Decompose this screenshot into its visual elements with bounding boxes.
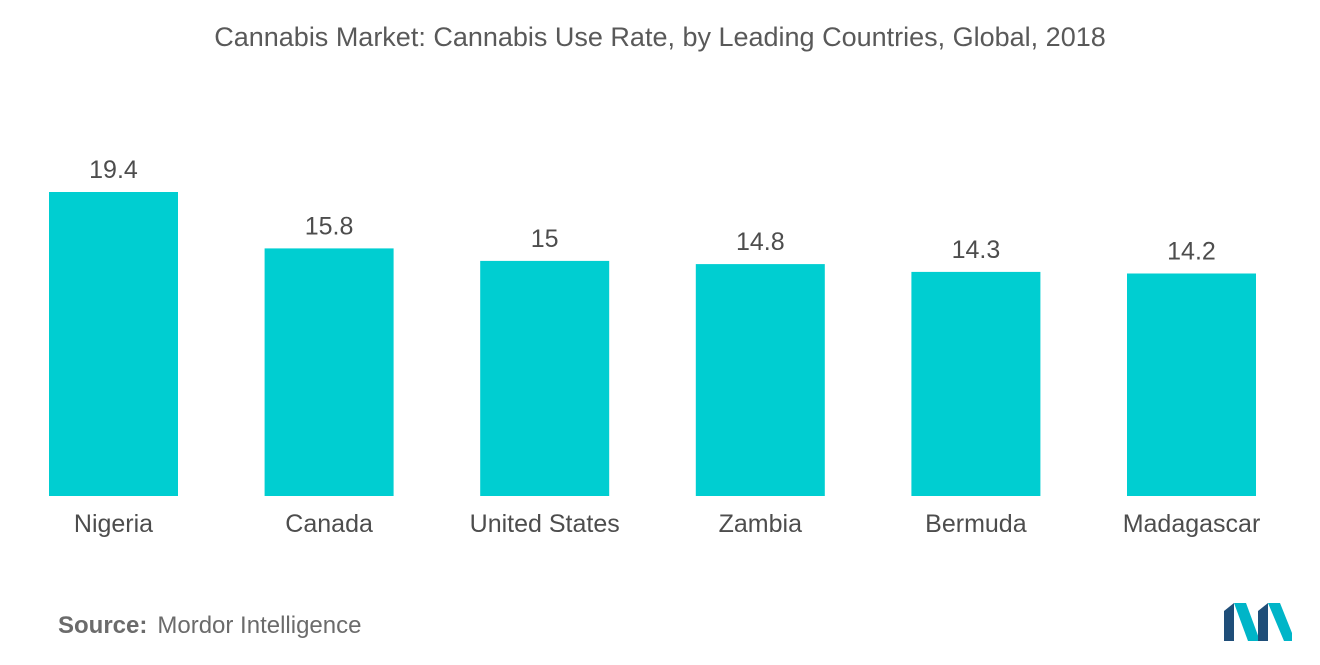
bar-united-states [480,260,610,496]
value-label: 14.3 [952,236,1001,264]
bar-madagascar [1127,273,1256,496]
category-label: Bermuda [925,510,1027,538]
logo-part-left [1224,603,1234,641]
bar-canada [264,248,394,496]
chart-title: Cannabis Market: Cannabis Use Rate, by L… [214,22,1106,52]
category-label: United States [470,510,620,538]
value-label: 14.2 [1167,238,1216,266]
value-label: 15 [531,225,559,253]
category-label: Nigeria [74,510,153,538]
source-text: Mordor Intelligence [157,612,362,639]
bar-zambia [695,264,825,496]
bar-bermuda [911,271,1041,496]
logo-part-diagonal-2 [1268,603,1292,641]
category-label: Madagascar [1123,510,1261,538]
logo-part-diagonal-1 [1234,603,1260,641]
logo-part-middle [1258,603,1268,641]
category-labels-group: Nigeria Canada United States Zambia Bermuda M… [74,510,1260,538]
bars-group [49,192,1256,496]
value-label: 14.8 [736,228,785,256]
source-note: Source: Mordor Intelligence [58,612,361,640]
source-label: Source: [58,612,148,639]
category-label: Zambia [719,510,802,538]
bar-nigeria [49,192,178,496]
value-label: 15.8 [305,212,354,240]
value-labels-group: 19.4 15.8 15 14.8 14.3 14.2 [89,156,1216,266]
mordor-intelligence-logo-icon [1224,603,1292,641]
category-label: Canada [285,510,373,538]
value-label: 19.4 [89,156,138,184]
